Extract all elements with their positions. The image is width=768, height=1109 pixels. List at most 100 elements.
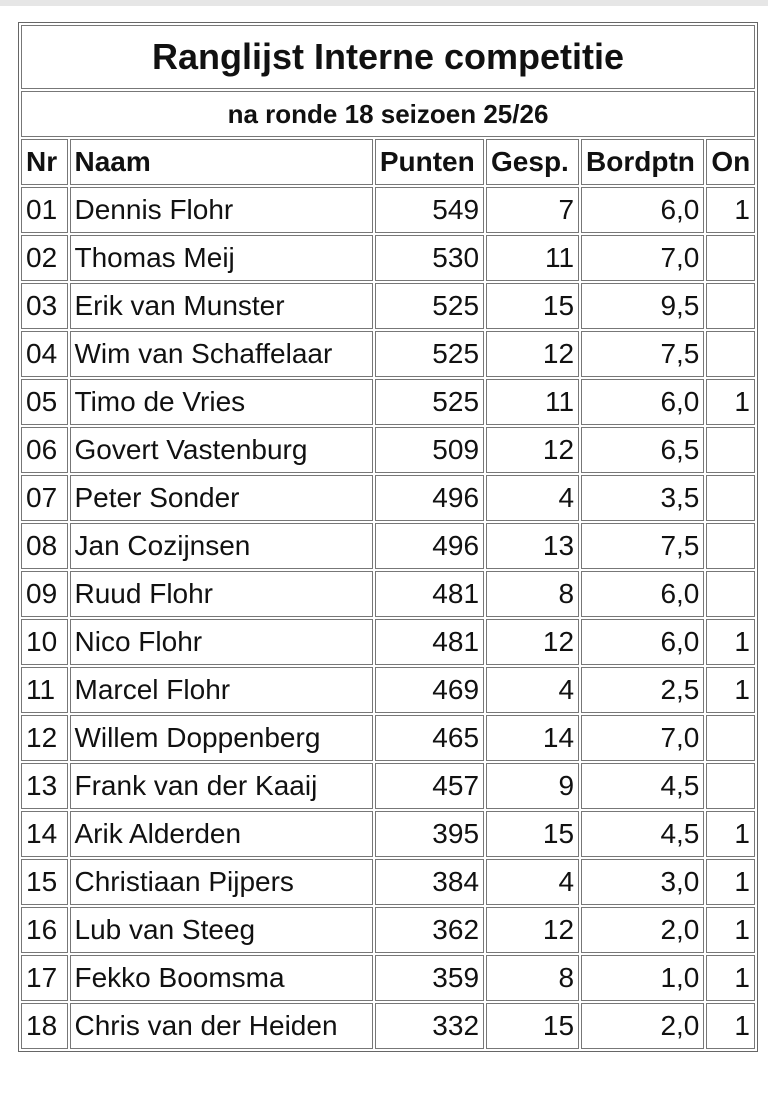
table-row: 07 Peter Sonder 496 4 3,5 bbox=[21, 475, 755, 521]
table-cell: 09 bbox=[21, 571, 68, 617]
table-cell: Thomas Meij bbox=[69, 235, 373, 281]
table-row: 14 Arik Alderden 395 15 4,5 1 bbox=[21, 811, 755, 857]
table-cell: 7,5 bbox=[581, 331, 705, 377]
table-row: 04 Wim van Schaffelaar 525 12 7,5 bbox=[21, 331, 755, 377]
table-cell: 525 bbox=[374, 379, 485, 425]
title: Ranglijst Interne competitie bbox=[21, 25, 755, 89]
table-cell: 481 bbox=[374, 571, 485, 617]
table-cell bbox=[706, 331, 755, 377]
table-cell: 15 bbox=[486, 283, 580, 329]
table-row: 01 Dennis Flohr 549 7 6,0 1 bbox=[21, 187, 755, 233]
table-cell: 1 bbox=[706, 907, 755, 953]
table-row: 11 Marcel Flohr 469 4 2,5 1 bbox=[21, 667, 755, 713]
table-cell: 395 bbox=[374, 811, 485, 857]
table-cell: 465 bbox=[374, 715, 485, 761]
table-cell: 12 bbox=[486, 907, 580, 953]
subtitle-row: na ronde 18 seizoen 25/26 bbox=[21, 91, 755, 137]
table-cell: 2,0 bbox=[581, 907, 705, 953]
table-cell bbox=[706, 523, 755, 569]
table-cell: 11 bbox=[21, 667, 68, 713]
table-row: 17 Fekko Boomsma 359 8 1,0 1 bbox=[21, 955, 755, 1001]
table-cell: 17 bbox=[21, 955, 68, 1001]
table-cell bbox=[706, 475, 755, 521]
table-cell: 12 bbox=[486, 331, 580, 377]
table-cell: Erik van Munster bbox=[69, 283, 373, 329]
table-cell: 4,5 bbox=[581, 763, 705, 809]
table-cell: 06 bbox=[21, 427, 68, 473]
table-cell bbox=[706, 235, 755, 281]
table-cell: 6,5 bbox=[581, 427, 705, 473]
table-cell: Peter Sonder bbox=[69, 475, 373, 521]
table-cell bbox=[706, 571, 755, 617]
table-cell: 11 bbox=[486, 235, 580, 281]
table-cell: Jan Cozijnsen bbox=[69, 523, 373, 569]
table-cell: 1 bbox=[706, 667, 755, 713]
table-cell: 7,0 bbox=[581, 235, 705, 281]
column-header: Punten bbox=[374, 139, 485, 185]
table-row: 02 Thomas Meij 530 11 7,0 bbox=[21, 235, 755, 281]
table-cell: 1 bbox=[706, 811, 755, 857]
table-cell: 13 bbox=[486, 523, 580, 569]
table-row: 05 Timo de Vries 525 11 6,0 1 bbox=[21, 379, 755, 425]
table-cell: 2,5 bbox=[581, 667, 705, 713]
table-cell: Lub van Steeg bbox=[69, 907, 373, 953]
table-cell: 9,5 bbox=[581, 283, 705, 329]
header-row: Nr Naam Punten Gesp. Bordptn On bbox=[21, 139, 755, 185]
table-cell: Fekko Boomsma bbox=[69, 955, 373, 1001]
table-cell: 457 bbox=[374, 763, 485, 809]
table-cell: 6,0 bbox=[581, 379, 705, 425]
table-cell: 03 bbox=[21, 283, 68, 329]
title-row: Ranglijst Interne competitie bbox=[21, 25, 755, 89]
table-cell: 359 bbox=[374, 955, 485, 1001]
table-cell: Chris van der Heiden bbox=[69, 1003, 373, 1049]
table-cell: 496 bbox=[374, 523, 485, 569]
table-cell: Ruud Flohr bbox=[69, 571, 373, 617]
table-cell: 18 bbox=[21, 1003, 68, 1049]
table-cell: Timo de Vries bbox=[69, 379, 373, 425]
table-cell: 362 bbox=[374, 907, 485, 953]
table-row: 10 Nico Flohr 481 12 6,0 1 bbox=[21, 619, 755, 665]
table-cell: 4 bbox=[486, 475, 580, 521]
table-cell: 1 bbox=[706, 955, 755, 1001]
table-row: 15 Christiaan Pijpers 384 4 3,0 1 bbox=[21, 859, 755, 905]
table-cell: 6,0 bbox=[581, 187, 705, 233]
table-cell: 15 bbox=[486, 1003, 580, 1049]
table-body: Ranglijst Interne competitie na ronde 18… bbox=[21, 25, 755, 1049]
table-cell: Arik Alderden bbox=[69, 811, 373, 857]
table-cell: 509 bbox=[374, 427, 485, 473]
table-cell: 7,5 bbox=[581, 523, 705, 569]
table-cell: 7 bbox=[486, 187, 580, 233]
table-cell: 1 bbox=[706, 1003, 755, 1049]
table-cell: 6,0 bbox=[581, 619, 705, 665]
table-cell bbox=[706, 715, 755, 761]
table-cell: 16 bbox=[21, 907, 68, 953]
table-cell: 13 bbox=[21, 763, 68, 809]
table-cell: Willem Doppenberg bbox=[69, 715, 373, 761]
table-cell: 02 bbox=[21, 235, 68, 281]
table-cell: 481 bbox=[374, 619, 485, 665]
table-cell: 01 bbox=[21, 187, 68, 233]
table-row: 12 Willem Doppenberg 465 14 7,0 bbox=[21, 715, 755, 761]
table-cell: 2,0 bbox=[581, 1003, 705, 1049]
table-cell bbox=[706, 427, 755, 473]
column-header: On bbox=[706, 139, 755, 185]
table-cell: Nico Flohr bbox=[69, 619, 373, 665]
table-cell: 14 bbox=[486, 715, 580, 761]
column-header: Naam bbox=[69, 139, 373, 185]
table-cell: 04 bbox=[21, 331, 68, 377]
table-cell: 549 bbox=[374, 187, 485, 233]
table-cell: 05 bbox=[21, 379, 68, 425]
table-cell: 6,0 bbox=[581, 571, 705, 617]
table-cell: 530 bbox=[374, 235, 485, 281]
table-cell: 1 bbox=[706, 619, 755, 665]
table-cell: 525 bbox=[374, 283, 485, 329]
table-cell: 525 bbox=[374, 331, 485, 377]
table-cell: 1 bbox=[706, 859, 755, 905]
table-cell: 8 bbox=[486, 955, 580, 1001]
table-row: 03 Erik van Munster 525 15 9,5 bbox=[21, 283, 755, 329]
table-row: 09 Ruud Flohr 481 8 6,0 bbox=[21, 571, 755, 617]
column-header: Nr bbox=[21, 139, 68, 185]
table-cell: 1 bbox=[706, 379, 755, 425]
ranking-table: Ranglijst Interne competitie na ronde 18… bbox=[18, 22, 758, 1052]
